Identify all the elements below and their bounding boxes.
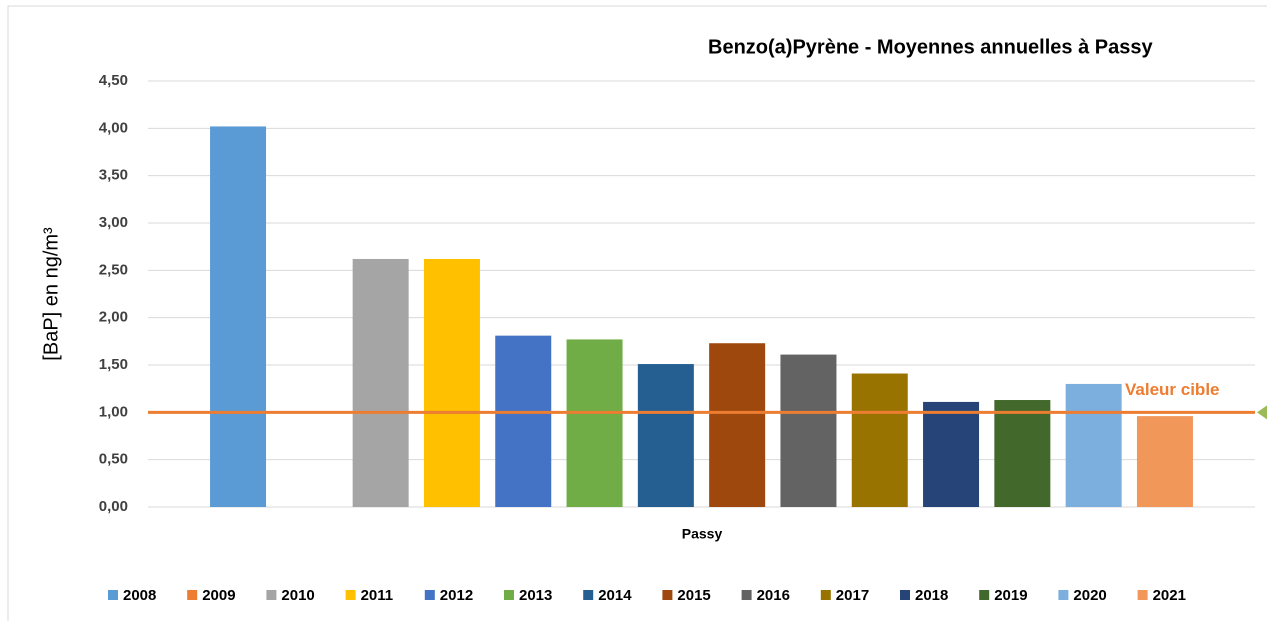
y-tick-label: 3,50: [99, 167, 128, 184]
y-tick-label: 0,50: [99, 451, 128, 468]
bar: [923, 401, 980, 507]
legend-label: 2019: [994, 587, 1027, 604]
legend-label: 2010: [281, 587, 314, 604]
legend-label: 2020: [1073, 587, 1106, 604]
y-tick-label: 3,00: [99, 214, 128, 231]
legend-label: 2017: [836, 587, 869, 604]
legend-label: 2013: [519, 587, 552, 604]
bar: [495, 335, 552, 507]
legend-swatch: [583, 590, 594, 600]
legend-swatch: [424, 590, 435, 600]
y-tick-label: 0,00: [99, 498, 128, 515]
bar: [352, 258, 409, 507]
y-tick-label: 2,50: [99, 261, 128, 278]
y-tick-label: 1,50: [99, 356, 128, 373]
bar: [780, 354, 837, 507]
chart-frame: [7, 5, 1267, 621]
bar: [637, 364, 694, 507]
bar: [1136, 416, 1193, 507]
y-tick-label: 4,50: [99, 72, 128, 89]
legend-swatch: [345, 590, 356, 600]
legend-swatch: [979, 590, 990, 600]
legend-swatch: [662, 590, 673, 600]
bar: [851, 373, 908, 507]
legend-label: 2012: [440, 587, 473, 604]
bar: [210, 126, 267, 507]
legend-label: 2014: [598, 587, 632, 604]
x-axis-label: Passy: [682, 526, 723, 542]
bar: [1065, 383, 1122, 507]
legend-swatch: [1058, 590, 1069, 600]
y-axis-label: [BaP] en ng/m³: [40, 227, 62, 361]
bar: [994, 400, 1051, 507]
legend-label: 2008: [123, 587, 156, 604]
bar: [423, 258, 480, 507]
bar: [566, 339, 623, 507]
legend-label: 2015: [677, 587, 710, 604]
reference-marker: [1257, 405, 1267, 420]
legend-swatch: [187, 590, 198, 600]
legend-swatch: [900, 590, 910, 600]
legend-swatch: [504, 590, 514, 600]
legend-label: 2016: [757, 587, 790, 604]
reference-label: Valeur cible: [1125, 380, 1220, 399]
legend-label: 2018: [915, 587, 948, 604]
legend-swatch: [266, 590, 277, 600]
legend-swatch: [108, 590, 118, 600]
y-tick-label: 1,00: [99, 403, 128, 420]
legend-label: 2011: [361, 587, 394, 604]
bar: [709, 343, 766, 507]
legend-swatch: [820, 590, 831, 600]
chart-title: Benzo(a)Pyrène - Moyennes annuelles à Pa…: [708, 36, 1153, 58]
legend-swatch: [741, 590, 752, 600]
legend-swatch: [1137, 590, 1148, 600]
y-tick-label: 2,00: [99, 309, 128, 326]
legend-label: 2021: [1153, 587, 1186, 604]
y-tick-label: 4,00: [99, 119, 128, 136]
legend-label: 2009: [202, 587, 235, 604]
